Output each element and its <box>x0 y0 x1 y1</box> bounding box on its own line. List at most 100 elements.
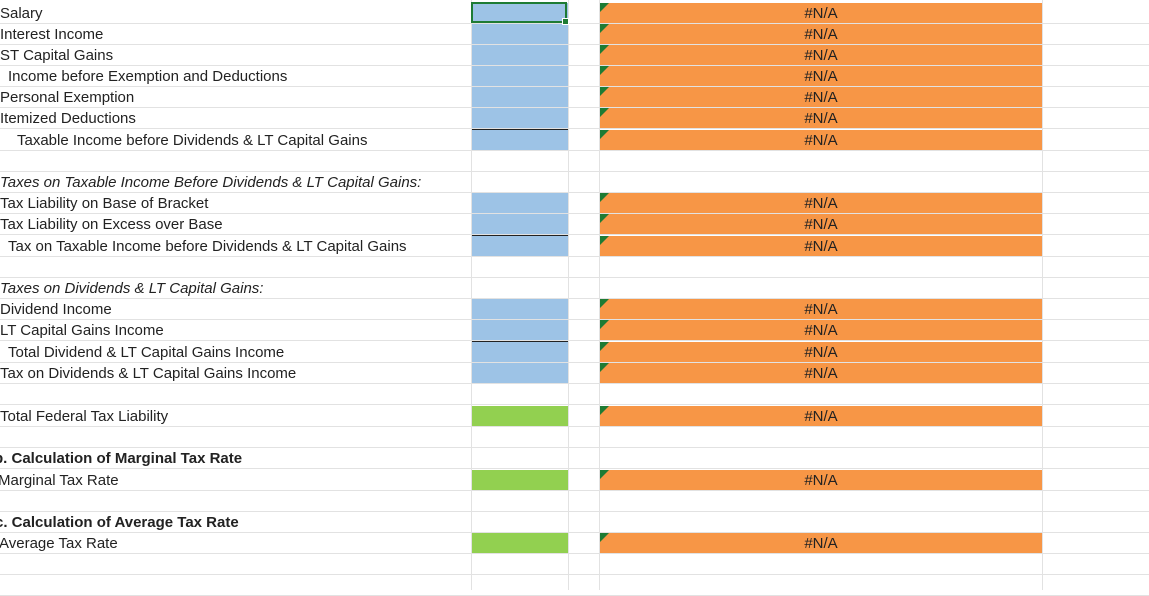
comment-marker-icon <box>600 193 609 202</box>
output-cell-dividend-income[interactable]: #N/A <box>600 299 1042 320</box>
result-cell-marginal-tax-rate[interactable] <box>472 470 568 491</box>
table-row: Taxes on Taxable Income Before Dividends… <box>0 172 1149 193</box>
output-cell-interest-income[interactable]: #N/A <box>600 24 1042 45</box>
error-value: #N/A <box>804 26 838 43</box>
cell-border <box>472 129 568 130</box>
row-label-salary: Salary <box>0 5 43 22</box>
table-row: Average Tax Rate #N/A <box>0 533 1149 554</box>
section-header-average-tax-rate: c. Calculation of Average Tax Rate <box>0 514 239 531</box>
output-cell-taxable-income[interactable]: #N/A <box>600 130 1042 151</box>
output-cell-tax-liability-excess[interactable]: #N/A <box>600 214 1042 235</box>
row-label-total-federal-tax: Total Federal Tax Liability <box>0 408 169 425</box>
error-value: #N/A <box>804 5 838 22</box>
error-value: #N/A <box>804 322 838 339</box>
error-value: #N/A <box>804 89 838 106</box>
table-row: Interest Income #N/A <box>0 24 1149 45</box>
table-row: Personal Exemption #N/A <box>0 87 1149 108</box>
section-header-taxes-dividends: Taxes on Dividends & LT Capital Gains: <box>0 280 264 297</box>
active-cell-selection[interactable] <box>471 2 569 25</box>
table-row <box>0 151 1149 172</box>
fill-handle[interactable] <box>562 18 569 25</box>
input-cell-dividend-income[interactable] <box>472 299 568 320</box>
table-row: c. Calculation of Average Tax Rate <box>0 512 1149 533</box>
input-cell-st-capital-gains[interactable] <box>472 45 568 66</box>
output-cell-total-federal-tax[interactable]: #N/A <box>600 406 1042 427</box>
output-cell-tax-on-dividends[interactable]: #N/A <box>600 363 1042 384</box>
table-row <box>0 384 1149 405</box>
output-cell-income-before-exemption[interactable]: #N/A <box>600 66 1042 87</box>
output-cell-salary[interactable]: #N/A <box>600 3 1042 24</box>
comment-marker-icon <box>600 342 609 351</box>
error-value: #N/A <box>804 238 838 255</box>
input-cell-income-before-exemption[interactable] <box>472 66 568 87</box>
column-divider <box>471 0 472 590</box>
row-label-interest-income: Interest Income <box>0 26 104 43</box>
table-row: LT Capital Gains Income #N/A <box>0 320 1149 341</box>
input-cell-tax-liability-excess[interactable] <box>472 214 568 235</box>
table-row: Itemized Deductions #N/A <box>0 108 1149 129</box>
comment-marker-icon <box>600 87 609 96</box>
error-value: #N/A <box>804 216 838 233</box>
row-label-personal-exemption: Personal Exemption <box>0 89 135 106</box>
table-row: Total Dividend & LT Capital Gains Income… <box>0 342 1149 363</box>
table-row: Income before Exemption and Deductions #… <box>0 66 1149 87</box>
result-cell-average-tax-rate[interactable] <box>472 533 568 554</box>
output-cell-st-capital-gains[interactable]: #N/A <box>600 45 1042 66</box>
error-value: #N/A <box>804 472 838 489</box>
row-label-lt-capital-gains: LT Capital Gains Income <box>0 322 164 339</box>
output-cell-personal-exemption[interactable]: #N/A <box>600 87 1042 108</box>
error-value: #N/A <box>804 110 838 127</box>
row-label-itemized-deductions: Itemized Deductions <box>0 110 136 127</box>
row-label-tax-on-taxable-income: Tax on Taxable Income before Dividends &… <box>8 238 407 255</box>
output-cell-marginal-tax-rate[interactable]: #N/A <box>600 470 1042 491</box>
output-cell-lt-capital-gains[interactable]: #N/A <box>600 320 1042 341</box>
error-value: #N/A <box>804 132 838 149</box>
row-label-marginal-tax-rate: Marginal Tax Rate <box>0 472 119 489</box>
row-label-tax-liability-excess: Tax Liability on Excess over Base <box>0 216 223 233</box>
table-row: Dividend Income #N/A <box>0 299 1149 320</box>
table-row: b. Calculation of Marginal Tax Rate <box>0 448 1149 469</box>
output-cell-itemized-deductions[interactable]: #N/A <box>600 108 1042 129</box>
input-cell-lt-capital-gains[interactable] <box>472 320 568 341</box>
table-row: Tax Liability on Excess over Base #N/A <box>0 214 1149 235</box>
comment-marker-icon <box>600 299 609 308</box>
output-cell-total-dividend-lt[interactable]: #N/A <box>600 342 1042 363</box>
output-cell-tax-on-taxable-income[interactable]: #N/A <box>600 236 1042 257</box>
input-cell-total-dividend-lt[interactable] <box>472 342 568 363</box>
input-cell-tax-on-dividends[interactable] <box>472 363 568 384</box>
table-row: Tax on Taxable Income before Dividends &… <box>0 236 1149 257</box>
section-header-taxes-taxable-income: Taxes on Taxable Income Before Dividends… <box>0 174 422 191</box>
table-row: Marginal Tax Rate #N/A <box>0 470 1149 491</box>
section-header-marginal-tax-rate: b. Calculation of Marginal Tax Rate <box>0 450 243 467</box>
comment-marker-icon <box>600 3 609 12</box>
column-divider <box>568 0 569 590</box>
output-cell-tax-liability-base[interactable]: #N/A <box>600 193 1042 214</box>
table-row: ST Capital Gains #N/A <box>0 45 1149 66</box>
comment-marker-icon <box>600 108 609 117</box>
comment-marker-icon <box>600 363 609 372</box>
comment-marker-icon <box>600 320 609 329</box>
input-cell-salary[interactable] <box>472 3 568 24</box>
error-value: #N/A <box>804 47 838 64</box>
table-row <box>0 491 1149 512</box>
error-value: #N/A <box>804 195 838 212</box>
row-label-average-tax-rate: Average Tax Rate <box>0 535 118 552</box>
input-cell-personal-exemption[interactable] <box>472 87 568 108</box>
input-cell-tax-liability-base[interactable] <box>472 193 568 214</box>
input-cell-itemized-deductions[interactable] <box>472 108 568 129</box>
input-cell-taxable-income[interactable] <box>472 130 568 151</box>
comment-marker-icon <box>600 24 609 33</box>
table-row <box>0 257 1149 278</box>
result-cell-total-federal-tax[interactable] <box>472 406 568 427</box>
comment-marker-icon <box>600 236 609 245</box>
output-cell-average-tax-rate[interactable]: #N/A <box>600 533 1042 554</box>
input-cell-tax-on-taxable-income[interactable] <box>472 236 568 257</box>
table-row <box>0 427 1149 448</box>
cell-border <box>472 235 568 236</box>
error-value: #N/A <box>804 365 838 382</box>
comment-marker-icon <box>600 470 609 479</box>
cell-border <box>472 341 568 342</box>
comment-marker-icon <box>600 533 609 542</box>
input-cell-interest-income[interactable] <box>472 24 568 45</box>
